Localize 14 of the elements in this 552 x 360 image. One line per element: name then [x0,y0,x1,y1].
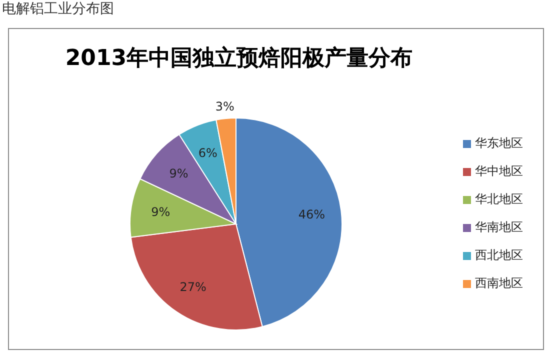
data-label: 6% [198,146,218,160]
legend-label: 西北地区 [475,248,523,262]
data-label: 9% [169,166,188,181]
data-label: 3% [215,100,234,114]
legend-label: 华东地区 [475,136,523,150]
chart-title: 2013年中国独立预焙阳极产量分布 [64,44,414,73]
text: 电解铝工业分布图 [2,0,114,18]
legend-label: 华中地区 [475,164,523,178]
data-label: 46% [298,207,326,222]
data-label: 27% [180,280,206,294]
legend-label: 西南地区 [475,276,523,290]
data-label: 9% [151,205,170,220]
legend-label: 华北地区 [475,192,523,206]
legend-label: 华南地区 [475,220,523,234]
